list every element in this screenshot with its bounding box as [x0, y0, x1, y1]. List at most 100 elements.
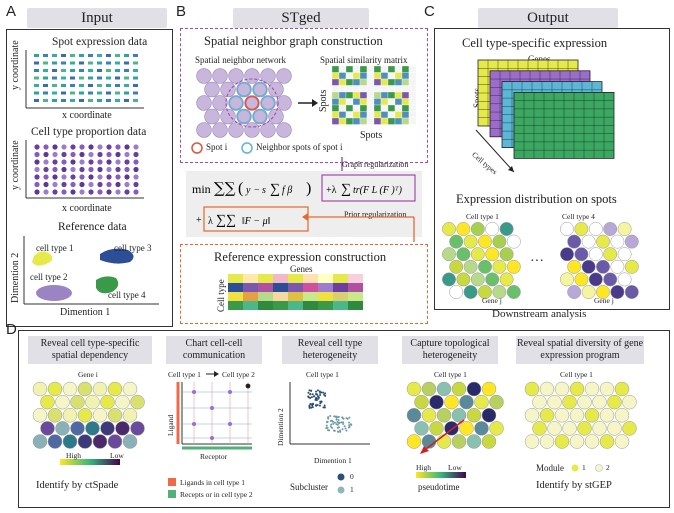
matrix-cell: [401, 117, 410, 125]
matrix-cell: [345, 91, 354, 99]
subcluster-0-point: [307, 391, 310, 394]
matrix-cell: [331, 72, 340, 80]
spot: [574, 272, 589, 287]
subcluster-1-point: [329, 425, 332, 428]
spot: [506, 259, 521, 274]
cube-genes-label: Genes: [528, 54, 551, 64]
ct-specific-expression-title: Cell type-specific expression: [462, 36, 608, 50]
subcluster-1-point: [326, 426, 329, 429]
interaction-dot: [228, 390, 232, 394]
matrix-cell: [345, 85, 354, 93]
gene-i-spot-map: [32, 381, 145, 449]
spot-mark: [124, 76, 129, 80]
proportion-mark: [124, 189, 130, 195]
matrix-cell: [366, 91, 375, 99]
spot: [115, 394, 130, 410]
spot: [55, 394, 70, 410]
spot-mark: [34, 99, 39, 102]
matrix-spots-vertical: Spots: [318, 89, 329, 112]
network-spot: [228, 95, 244, 111]
spot-mark: [124, 91, 129, 95]
neighbor-ring: [260, 95, 276, 111]
ref-matrix-cell: [348, 301, 363, 310]
spot: [463, 234, 478, 249]
spot: [70, 394, 85, 410]
dimension-2-label: Dimention 2: [10, 252, 21, 303]
ref-cell-type-label: Cell type: [216, 279, 226, 312]
subcluster-0-point: [323, 393, 326, 396]
proportion-grid-plot: [25, 140, 144, 199]
spot: [466, 434, 482, 449]
proportion-mark: [43, 189, 49, 195]
d2-header: Chart cell-cell communication: [166, 336, 262, 364]
matrix-cell: [387, 111, 396, 119]
proportion-mark: [61, 151, 67, 158]
subcluster-0-point: [311, 393, 314, 396]
network-spot: [260, 122, 276, 138]
spot: [470, 222, 485, 236]
module-1-label: 1: [582, 463, 586, 472]
proportion-mark: [52, 151, 58, 158]
matrix-cell: [387, 65, 396, 73]
proportion-mark: [34, 189, 40, 195]
spot-grid-plot: [25, 50, 144, 109]
spot: [547, 394, 562, 410]
spot-mark: [70, 61, 75, 65]
interaction-dot: [192, 390, 196, 394]
subcluster-0-point: [311, 403, 314, 406]
proportion-mark: [115, 151, 121, 158]
proportion-mark: [97, 159, 103, 165]
identify-ctspade: Identify by ctSpade: [36, 480, 119, 491]
spot: [456, 247, 471, 262]
spot-mark: [52, 69, 57, 72]
proportion-mark: [124, 144, 130, 150]
gene-j-label-2: Gene j: [594, 296, 614, 305]
matrix-cell: [401, 85, 410, 93]
proportion-mark: [52, 144, 58, 150]
cell-type-1-spot-map: [442, 222, 521, 299]
spot-mark: [115, 61, 120, 65]
spot-mark: [106, 76, 111, 80]
matrix-cell: [387, 78, 396, 86]
spot-mark: [52, 99, 57, 102]
ref-matrix-cell: [288, 274, 303, 283]
neighbor-ring: [236, 109, 252, 124]
subcluster-1-point: [336, 421, 339, 424]
spot: [560, 222, 574, 236]
matrix-cell: [345, 104, 354, 112]
spot-mark: [43, 99, 48, 102]
subcluster-1-point: [347, 426, 350, 429]
spot: [463, 259, 478, 274]
matrix-cell: [401, 104, 410, 112]
proportion-mark: [70, 181, 76, 188]
subcluster-0-point: [322, 406, 325, 409]
matrix-cell: [380, 85, 389, 93]
spot: [596, 285, 610, 299]
high-low-gradient: [60, 459, 120, 465]
spot: [436, 408, 452, 423]
spot: [115, 421, 130, 436]
d5-cell-type-1: Cell type 1: [560, 370, 593, 379]
spot: [581, 285, 596, 299]
matrix-cell: [359, 98, 368, 106]
network-spot: [212, 68, 228, 84]
network-spot: [244, 95, 260, 111]
spot: [92, 381, 108, 397]
matrix-cell: [373, 72, 382, 80]
spot-mark: [133, 99, 138, 102]
network-spot: [236, 108, 252, 125]
spot: [436, 434, 452, 449]
spot-mark: [70, 69, 75, 72]
matrix-cell: [373, 111, 382, 119]
spot: [466, 381, 482, 397]
svg-text:+λ: +λ: [326, 185, 337, 196]
spot-mark: [79, 54, 84, 57]
proportion-mark: [133, 151, 139, 158]
network-spot: [196, 95, 212, 111]
spot: [107, 408, 123, 423]
spot: [624, 285, 639, 299]
matrix-cell: [394, 91, 403, 99]
spot-mark: [124, 54, 129, 57]
proportion-mark: [79, 174, 85, 180]
proportion-mark: [106, 151, 112, 158]
